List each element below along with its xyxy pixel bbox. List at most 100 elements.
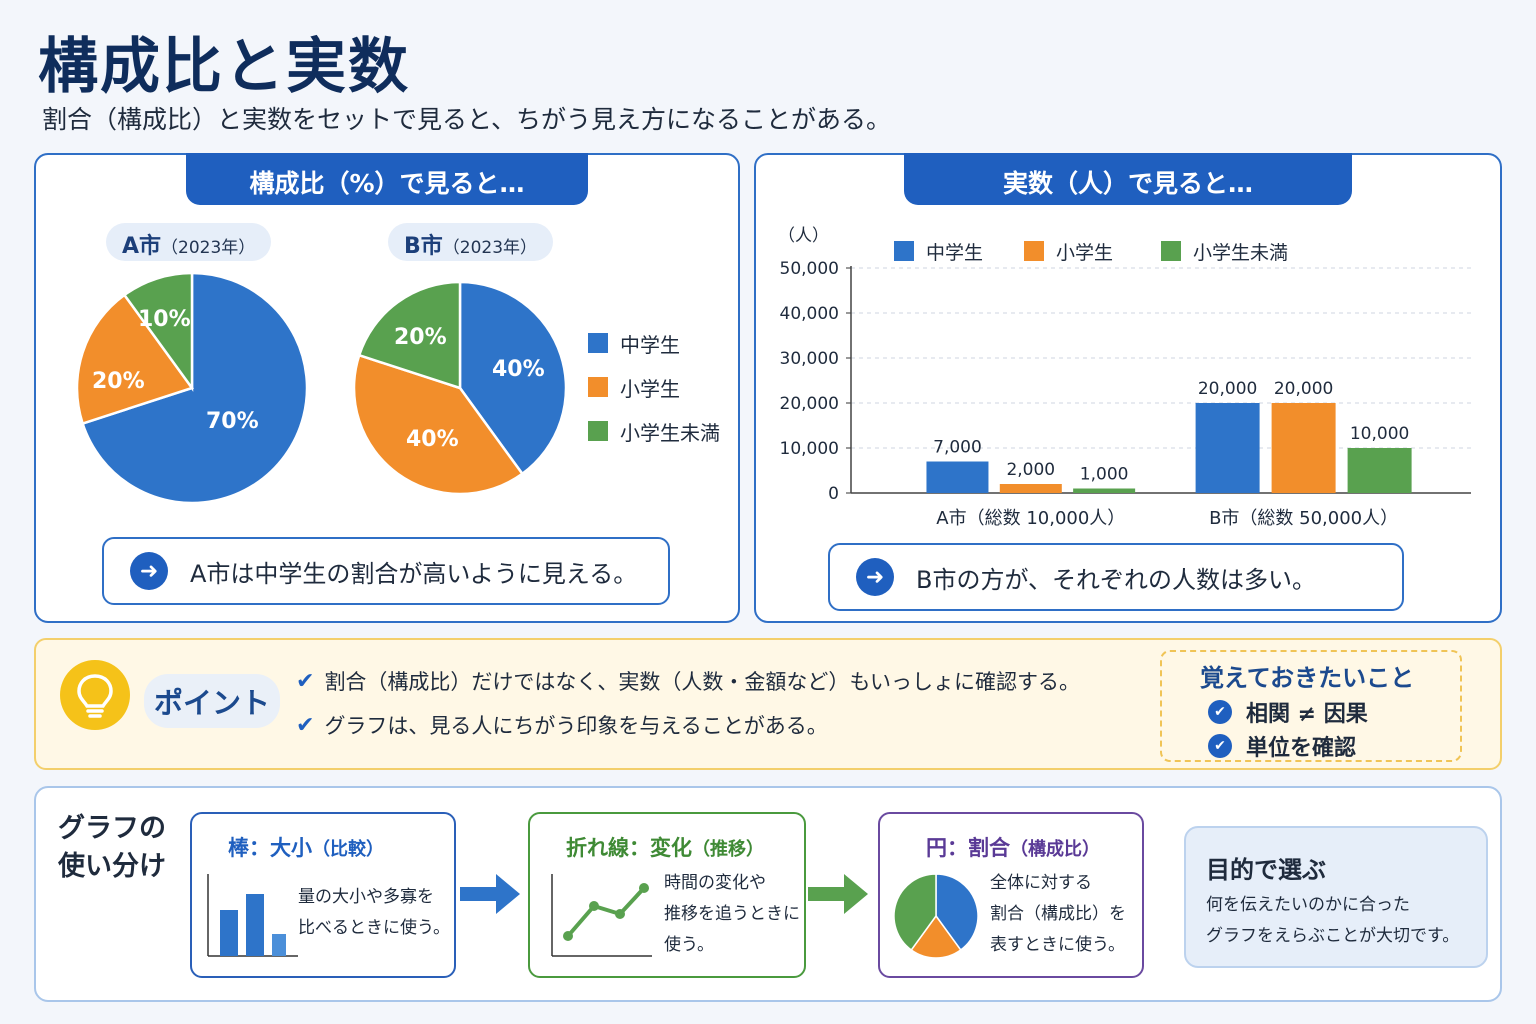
- arrow-right-icon: [808, 874, 868, 914]
- bar-under-elementary-0: [1073, 488, 1136, 493]
- pie-card-text: 全体に対する 割合（構成比）を 表すときに使う。: [990, 873, 1126, 955]
- city-a-tag: A市（2023年）: [106, 223, 272, 261]
- bar-value-label: 1,000: [1080, 465, 1129, 485]
- pie-b-slice-elementary: [354, 353, 525, 496]
- arrow-right-icon: ➜: [856, 558, 894, 596]
- line-chart-icon: [551, 874, 652, 957]
- legend-swatch-junior-high: [588, 333, 608, 353]
- bar-card-title: 棒：大小（比較）: [228, 832, 384, 862]
- pie-a-slice-elementary: [75, 293, 195, 426]
- actual-count-panel: 実数（人）で見ると… （人） 0 10,000 20,000 30,000 40,000 5…: [754, 153, 1502, 623]
- pie-legend: 中学生 小学生 小学生未満: [588, 321, 720, 453]
- bar-legend-swatch-elementary: [1024, 241, 1044, 261]
- bar-legend-swatch-junior-high: [894, 241, 914, 261]
- goal-title: 目的で選ぶ: [1206, 856, 1326, 884]
- graph-usage-heading: グラフの 使い分け: [58, 810, 166, 886]
- composition-callout-text: A市は中学生の割合が高いように見える。: [190, 559, 638, 588]
- line-card-title-main: 折れ線：変化: [566, 836, 692, 860]
- graph-usage-box: グラフの 使い分け 棒：大小（比較） 量の大小や多寡を 比べるときに使う。 折れ…: [34, 786, 1502, 1002]
- memo-box: 覚えておきたいこと ✔ 相関 ≠ 因果 ✔ 単位を確認: [1160, 650, 1462, 762]
- legend-item-elementary: 小学生: [588, 365, 720, 409]
- pie-a-label-under-elementary: 10%: [138, 307, 191, 332]
- point-item-2-text: グラフは、見る人にちがう印象を与えることがある。: [324, 714, 828, 738]
- pie-a-label-elementary: 20%: [92, 369, 145, 394]
- arrow-right-icon: [460, 874, 520, 914]
- legend-label-junior-high: 中学生: [620, 332, 680, 357]
- y-tick-label: 50,000: [780, 259, 839, 279]
- bar-value-label: 10,000: [1350, 424, 1409, 444]
- bar-junior-high-1: [1195, 403, 1260, 493]
- city-a-name: A市: [122, 234, 162, 259]
- memo-item-2-text: 単位を確認: [1246, 736, 1357, 761]
- graph-usage-heading-line1: グラフの: [58, 813, 166, 844]
- line-card-title-sub: （推移）: [692, 839, 764, 860]
- mini-pie-slice-under-elementary: [893, 873, 937, 952]
- pie-card-title-sub: （構成比）: [1010, 839, 1100, 860]
- pie-b-slice-junior-high: [458, 280, 568, 476]
- actual-count-callout: ➜ B市の方が、それぞれの人数は多い。: [828, 543, 1404, 611]
- pie-b-label-elementary: 40%: [406, 427, 459, 452]
- point-box: ポイント ✔ 割合（構成比）だけではなく、実数（人数・金額など）もいっしょに確認す…: [34, 638, 1502, 770]
- legend-swatch-under-elementary: [588, 421, 608, 441]
- line-card-text: 時間の変化や 推移を追うときに 使う。: [664, 873, 800, 955]
- bar-chart-icon: [207, 874, 298, 957]
- bar-legend-label-under-elementary: 小学生未満: [1193, 242, 1288, 264]
- actual-count-panel-title: 実数（人）で見ると…: [904, 153, 1352, 205]
- point-item-1: ✔ 割合（構成比）だけではなく、実数（人数・金額など）もいっしょに確認する。: [296, 666, 1080, 696]
- legend-item-under-elementary: 小学生未満: [588, 409, 720, 453]
- bar-value-label: 7,000: [933, 438, 982, 458]
- goal-text: 何を伝えたいのかに合った グラフをえらぶことが大切です。: [1206, 895, 1460, 946]
- check-circle-icon: ✔: [1208, 734, 1232, 758]
- legend-swatch-elementary: [588, 377, 608, 397]
- bar-under-elementary-1: [1347, 448, 1412, 493]
- page-subtitle: 割合（構成比）と実数をセットで見ると、ちがう見え方になることがある。: [42, 105, 892, 134]
- bar-legend-label-junior-high: 中学生: [926, 242, 983, 264]
- legend-label-under-elementary: 小学生未満: [620, 420, 720, 445]
- memo-item-1-text: 相関 ≠ 因果: [1246, 702, 1368, 727]
- legend-label-elementary: 小学生: [620, 376, 680, 401]
- y-tick-label: 40,000: [780, 304, 839, 324]
- x-category-label: B市（総数 50,000人）: [1209, 508, 1398, 529]
- bar-junior-high-0: [926, 461, 989, 493]
- check-icon: ✔: [296, 668, 315, 694]
- point-item-2: ✔ グラフは、見る人にちがう印象を与えることがある。: [296, 710, 828, 740]
- actual-count-callout-text: B市の方が、それぞれの人数は多い。: [916, 565, 1316, 594]
- city-b-year: （2023年）: [442, 238, 538, 258]
- check-circle-icon: ✔: [1208, 700, 1232, 724]
- pie-card-title: 円：割合（構成比）: [926, 832, 1100, 862]
- bar-legend-swatch-under-elementary: [1161, 241, 1181, 261]
- legend-item-junior-high: 中学生: [588, 321, 720, 365]
- arrow-right-icon: ➜: [130, 552, 168, 590]
- mini-pie-slice-elementary: [910, 914, 962, 959]
- point-label: ポイント: [144, 674, 281, 728]
- y-tick-label: 10,000: [780, 439, 839, 459]
- x-category-label: A市（総数 10,000人）: [936, 508, 1125, 529]
- pie-chart-city-a: [75, 271, 309, 505]
- pie-b-label-under-elementary: 20%: [394, 325, 447, 350]
- goal-box: 目的で選ぶ 何を伝えたいのかに合った グラフをえらぶことが大切です。: [1184, 826, 1488, 968]
- bar-card-title-sub: （比較）: [312, 839, 384, 860]
- pie-chart-city-b: [354, 280, 568, 496]
- line-chart-card: 折れ線：変化（推移） 時間の変化や 推移を追うときに 使う。: [528, 812, 806, 978]
- memo-item-1: ✔ 相関 ≠ 因果: [1208, 696, 1368, 728]
- check-icon: ✔: [296, 712, 315, 738]
- bar-chart: （人） 0 10,000 20,000 30,000 40,000 50,000 中学生 小学生…: [778, 226, 1471, 529]
- memo-item-2: ✔ 単位を確認: [1208, 730, 1356, 762]
- pie-card-title-main: 円：割合: [926, 836, 1010, 860]
- city-b-tag: B市（2023年）: [388, 223, 554, 261]
- bar-value-label: 20,000: [1198, 379, 1257, 399]
- line-card-title: 折れ線：変化（推移）: [566, 832, 764, 862]
- y-tick-label: 30,000: [780, 349, 839, 369]
- y-axis-unit: （人）: [778, 226, 829, 246]
- pie-b-label-junior-high: 40%: [492, 357, 545, 382]
- city-a-year: （2023年）: [161, 238, 256, 258]
- bar-card-title-main: 棒：大小: [228, 836, 312, 860]
- pie-chart-icon: [893, 873, 979, 959]
- memo-title: 覚えておきたいこと: [1200, 664, 1415, 692]
- bar-legend-label-elementary: 小学生: [1056, 242, 1113, 264]
- pie-a-slice-under-elementary: [122, 271, 194, 392]
- city-b-name: B市: [404, 234, 443, 259]
- bar-elementary-1: [1271, 403, 1336, 493]
- composition-callout: ➜ A市は中学生の割合が高いように見える。: [102, 537, 670, 605]
- mini-pie-slice-junior-high: [935, 873, 979, 952]
